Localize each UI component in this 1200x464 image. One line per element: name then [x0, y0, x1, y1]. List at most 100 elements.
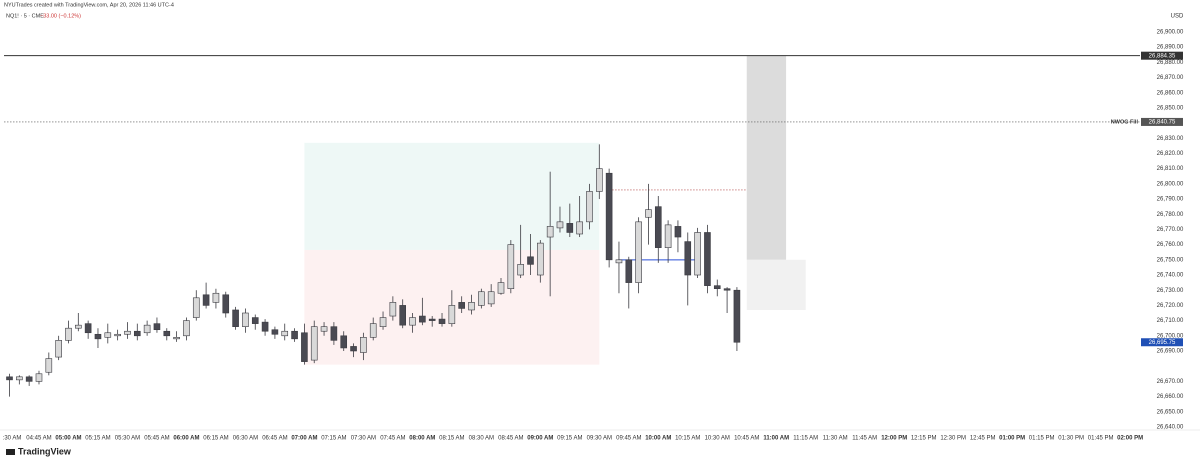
candle-body: [222, 294, 230, 314]
candle-body: [202, 294, 210, 306]
y-tick-label: 26,810.00: [1157, 166, 1184, 172]
plot-area: [6, 55, 806, 397]
candle-body: [173, 337, 180, 340]
candle-body: [625, 259, 633, 283]
x-tick-label: 11:45 AM: [852, 436, 877, 442]
candle-body: [369, 323, 377, 338]
candle-body: [65, 327, 72, 341]
y-tick-label: 26,830.00: [1157, 136, 1184, 142]
x-tick-label: 09:45 AM: [616, 436, 641, 442]
candle-body: [163, 330, 171, 337]
x-tick-label: 06:45 AM: [262, 436, 287, 442]
x-tick-label: 08:15 AM: [439, 436, 464, 442]
x-tick-label: 06:15 AM: [203, 436, 228, 442]
x-tick-label: 12:15 PM: [911, 436, 937, 442]
candle-body: [389, 302, 397, 317]
candle-body: [419, 315, 426, 323]
candle-body: [124, 330, 131, 335]
candle-body: [723, 288, 731, 291]
candle-body: [291, 330, 298, 340]
x-tick-label: 07:30 AM: [351, 436, 376, 442]
zone: [746, 259, 806, 310]
x-tick-label: 01:45 PM: [1088, 436, 1114, 442]
candle-body: [55, 340, 62, 358]
x-tick-label: 04:45 AM: [26, 436, 51, 442]
candle-body: [16, 376, 23, 381]
candle-body: [438, 318, 446, 324]
brand: TradingView: [18, 446, 72, 456]
x-tick-label: 10:15 AM: [675, 436, 700, 442]
candle-body: [595, 168, 603, 192]
candle-body: [340, 335, 348, 349]
y-tick-label: 26,760.00: [1157, 242, 1184, 248]
x-tick-label: 07:45 AM: [380, 436, 405, 442]
x-tick-label: 05:15 AM: [85, 436, 110, 442]
x-tick-label: 09:30 AM: [587, 436, 612, 442]
candle-body: [507, 244, 515, 289]
candle-body: [733, 289, 741, 343]
x-tick-label: 05:30 AM: [115, 436, 140, 442]
candle-body: [566, 223, 574, 233]
candle-body: [428, 318, 436, 321]
last-price-label: 26,695.75: [1149, 340, 1176, 346]
candle-body: [704, 232, 711, 286]
y-tick-label: 26,800.00: [1157, 181, 1184, 187]
x-tick-label: 08:30 AM: [469, 436, 494, 442]
currency: USD: [1171, 14, 1184, 20]
x-tick-label: 12:00 PM: [881, 436, 907, 442]
level-label: 26,884.35: [1149, 53, 1176, 59]
level-name: NWOG Fill: [1111, 119, 1139, 125]
y-tick-label: 26,710.00: [1157, 318, 1184, 324]
candle-body: [694, 232, 701, 276]
y-tick-label: 26,660.00: [1157, 394, 1184, 400]
zone: [746, 55, 787, 260]
x-tick-label: 12:30 PM: [940, 436, 966, 442]
x-tick-label: 01:15 PM: [1029, 436, 1055, 442]
candle-body: [261, 321, 269, 332]
x-tick-label: 05:45 AM: [144, 436, 169, 442]
candle-body: [684, 241, 692, 276]
y-tick-label: 26,820.00: [1157, 151, 1184, 157]
y-tick-label: 26,850.00: [1157, 105, 1184, 111]
candle-body: [635, 221, 642, 283]
x-tick-label: 05:00 AM: [55, 436, 81, 442]
candle-body: [281, 330, 289, 337]
y-tick-label: 26,870.00: [1157, 75, 1184, 81]
y-tick-label: 26,890.00: [1157, 45, 1184, 51]
chart-title: NQ1! · 5 · CME: [6, 13, 44, 19]
candle-body: [487, 291, 495, 305]
x-tick-label: 06:00 AM: [173, 436, 199, 442]
x-tick-label: 09:15 AM: [557, 436, 582, 442]
y-tick-label: 26,780.00: [1157, 212, 1184, 218]
candle-body: [6, 376, 13, 381]
level-label: 26,840.75: [1149, 120, 1176, 126]
y-tick-label: 26,860.00: [1157, 90, 1184, 96]
candle-body: [546, 226, 554, 238]
y-tick-label: 26,720.00: [1157, 303, 1184, 309]
x-tick-label: 07:00 AM: [291, 436, 317, 442]
candle-body: [114, 333, 121, 337]
candle-body: [713, 285, 721, 289]
candle-body: [654, 206, 662, 248]
candle-body: [212, 292, 220, 303]
candle-body: [153, 323, 161, 331]
candle-body: [242, 312, 249, 327]
candle-body: [330, 326, 338, 341]
y-tick-label: 26,790.00: [1157, 197, 1184, 203]
candle-body: [94, 333, 102, 340]
x-tick-label: 08:00 AM: [409, 436, 435, 442]
candle-body: [664, 224, 672, 248]
x-tick-label: 06:30 AM: [233, 436, 258, 442]
candle-body: [645, 209, 652, 218]
candle-body: [674, 226, 682, 238]
x-tick-label: :30 AM: [3, 436, 22, 442]
x-tick-label: 10:30 AM: [705, 436, 730, 442]
last-price-marker: [1141, 338, 1183, 347]
candle-body: [350, 346, 357, 352]
candle-body: [301, 332, 308, 362]
attribution: NYUTrades created with TradingView.com, …: [4, 2, 174, 8]
candle-body: [271, 329, 279, 335]
candle-body: [586, 191, 593, 223]
candle-body: [183, 320, 190, 337]
